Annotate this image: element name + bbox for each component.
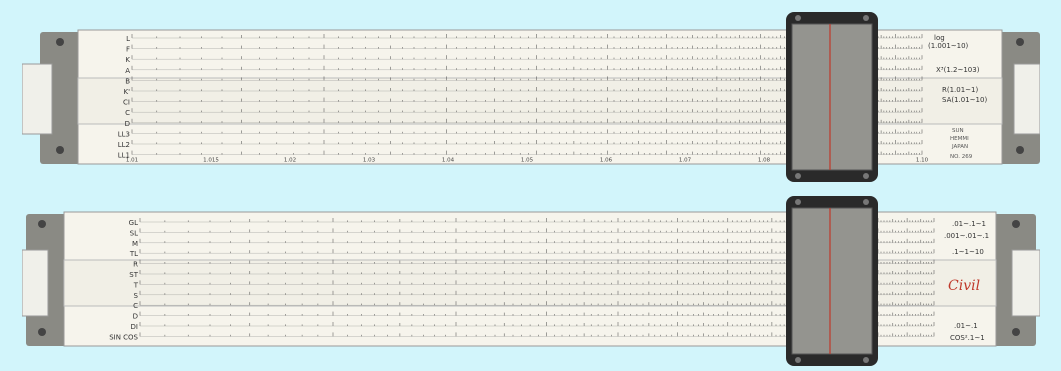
scale-letter: F — [126, 46, 130, 54]
scale-note-cos: COS².1~1 — [950, 334, 985, 342]
scale-letter: K' — [123, 88, 130, 96]
scale-letter: CI — [123, 99, 130, 107]
ll1-tick-label: 1.08 — [758, 158, 771, 164]
scale-letter: T — [133, 281, 139, 289]
scale-letter: LL1 — [118, 152, 130, 160]
ll1-tick-label: 1.015 — [203, 158, 219, 164]
ll1-tick-label: 1.06 — [600, 158, 613, 164]
brand-japan: JAPAN — [951, 144, 968, 150]
scale-letter: M — [132, 240, 138, 248]
scale-letter: R — [133, 261, 138, 269]
scale-note-sl: .001~.01~.1 — [944, 232, 989, 240]
scale-letter: SL — [130, 229, 138, 237]
brand-civil: Civil — [948, 278, 980, 294]
scale-note-tl: .1~1~10 — [952, 248, 984, 256]
scale-note-f: (1.001~10) — [928, 42, 969, 50]
brand-model: NO. 269 — [950, 154, 973, 160]
scale-note-k: X³(1.2~103) — [936, 66, 980, 74]
scale-letter: S — [134, 292, 139, 300]
brand-sun: SUN — [952, 128, 964, 134]
scale-letter: C — [125, 109, 130, 117]
cursor[interactable] — [786, 196, 878, 366]
scale-letter: D — [133, 313, 138, 321]
scale-letter: DI — [131, 323, 138, 331]
scale-letter: L — [126, 35, 130, 43]
scale-letter: A — [125, 67, 130, 75]
ll1-tick-label: 1.02 — [284, 158, 296, 164]
scale-note-gl: .01~.1~1 — [952, 220, 986, 228]
scale-letter: B — [125, 77, 130, 85]
ll1-tick-label: 1.04 — [442, 158, 455, 164]
scale-letter: D — [125, 120, 130, 128]
cursor[interactable] — [786, 12, 878, 182]
scale-letter: GL — [129, 219, 138, 227]
ll1-tick-label: 1.01 — [126, 158, 138, 164]
scale-letter: SIN COS — [109, 333, 138, 341]
ll1-tick-label: 1.07 — [679, 158, 692, 164]
ll1-tick-label: 1.10 — [916, 158, 929, 164]
scale-letter: LL3 — [118, 130, 130, 138]
bottom-scales — [139, 218, 935, 337]
scale-letter: ST — [129, 271, 138, 279]
scale-letter: C — [133, 302, 138, 310]
brand-hemmi: HEMMI — [950, 136, 969, 142]
scale-note-di: .01~.1 — [954, 322, 978, 330]
scale-letter: K — [125, 56, 130, 64]
scale-letter: TL — [129, 250, 138, 258]
ll1-tick-label: 1.03 — [363, 158, 376, 164]
scale-letter: LL2 — [118, 141, 130, 149]
ll1-tick-label: 1.05 — [521, 158, 534, 164]
scale-note-sa: SA(1.01~10) — [942, 96, 987, 104]
scale-note-log: log — [934, 34, 945, 42]
scale-note-r: R(1.01~1) — [942, 86, 978, 94]
